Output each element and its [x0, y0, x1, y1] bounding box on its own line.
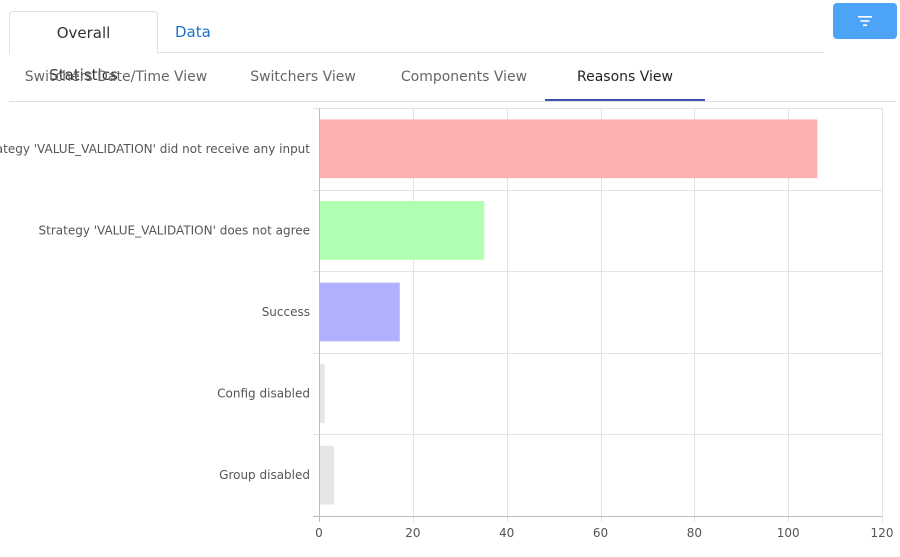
filter-icon [857, 15, 873, 27]
view-tab-bar: Switchers Date/Time View Switchers View … [9, 54, 896, 102]
x-tick-label: 0 [315, 526, 323, 540]
x-tick-label: 20 [405, 526, 420, 540]
category-label: Config disabled [217, 387, 310, 401]
category-label: Strategy 'VALUE_VALIDATION' does not agr… [39, 223, 311, 237]
tab-data[interactable]: Data [175, 23, 211, 41]
tab-overall-statistics[interactable]: Overall Statistics [9, 11, 158, 84]
bar [320, 445, 335, 505]
filter-button[interactable] [833, 3, 897, 39]
reasons-bar-chart: 0 20 40 60 80 100 120 Strategy 'VALUE_VALIDATIO… [0, 108, 894, 540]
tab-label: Switchers Date/Time View [24, 69, 208, 85]
tab-label: Switchers View [250, 69, 356, 85]
tab-switchers-datetime-view[interactable]: Switchers Date/Time View [9, 54, 223, 101]
x-tick-label: 40 [499, 526, 514, 540]
category-label: Success [262, 305, 310, 319]
bar [320, 119, 818, 179]
x-tick-label: 60 [593, 526, 608, 540]
x-tick-label: 80 [687, 526, 702, 540]
category-label: Group disabled [219, 468, 310, 482]
x-tick-label: 100 [777, 526, 800, 540]
tab-reasons-view[interactable]: Reasons View [545, 54, 705, 101]
tab-label: Components View [400, 69, 528, 85]
tab-switchers-view[interactable]: Switchers View [223, 54, 383, 101]
x-tick-label: 120 [871, 526, 894, 540]
active-tab-indicator [545, 99, 705, 101]
bar [320, 364, 325, 423]
bar [320, 282, 400, 342]
tab-components-view[interactable]: Components View [383, 54, 545, 101]
bar [320, 201, 485, 260]
main-tab-bar: Overall Statistics Data [9, 11, 824, 84]
category-label: Strategy 'VALUE_VALIDATION' did not rece… [0, 142, 310, 156]
tab-label: Reasons View [577, 69, 673, 85]
